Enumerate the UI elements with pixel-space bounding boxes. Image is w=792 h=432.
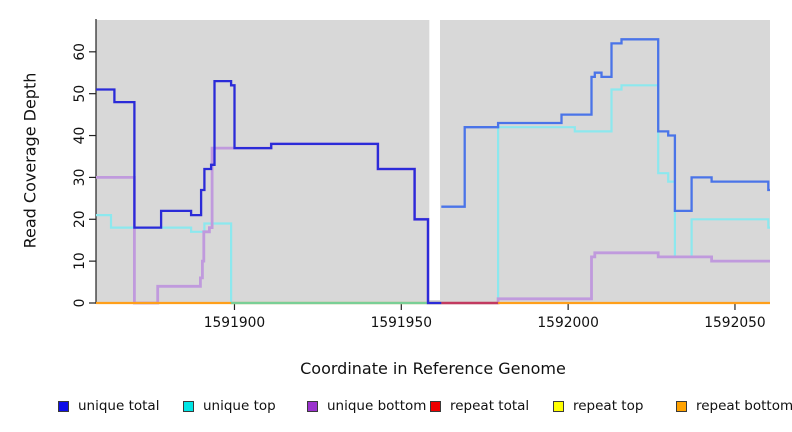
series-line-unique-total bbox=[441, 38, 770, 213]
x-tick-label: 1591900 bbox=[204, 315, 265, 331]
legend-label: unique total bbox=[78, 398, 160, 414]
legend-item: unique bottom bbox=[307, 397, 426, 415]
x-tick-label: 1591950 bbox=[371, 315, 432, 331]
legend-item: repeat total bbox=[430, 397, 529, 415]
y-tick-label: 40 bbox=[72, 127, 88, 145]
legend-label: unique top bbox=[203, 398, 276, 414]
legend-swatch-icon bbox=[553, 400, 564, 412]
legend-swatch-icon bbox=[58, 400, 69, 412]
y-tick-label: 30 bbox=[72, 169, 88, 187]
legend-item: repeat bottom bbox=[676, 397, 792, 415]
x-tick-label: 1592000 bbox=[537, 315, 598, 331]
y-tick-label: 0 bbox=[72, 299, 88, 308]
legend-label: repeat bottom bbox=[696, 398, 792, 414]
legend-swatch-icon bbox=[676, 400, 687, 412]
series-line-unique-total bbox=[96, 79, 442, 305]
y-tick-label: 50 bbox=[72, 85, 88, 103]
legend-item: repeat top bbox=[553, 397, 643, 415]
x-axis-title: Coordinate in Reference Genome bbox=[300, 359, 566, 378]
legend-label: unique bottom bbox=[327, 398, 427, 414]
legend-item: unique top bbox=[183, 397, 276, 415]
legend-label: repeat total bbox=[450, 398, 530, 414]
legend-swatch-icon bbox=[430, 400, 441, 412]
y-tick-label: 10 bbox=[72, 252, 88, 270]
legend-swatch-icon bbox=[307, 400, 318, 412]
x-tick-label: 1592050 bbox=[704, 315, 765, 331]
legend-label: repeat top bbox=[573, 398, 644, 414]
y-axis-title: Read Coverage Depth bbox=[20, 72, 40, 249]
coverage-chart: 0 10 20 30 40 50 60 1591900 1591950 1592000 159205… bbox=[72, 10, 770, 331]
coverage-gap-band bbox=[429, 10, 441, 300]
y-tick-label: 20 bbox=[72, 210, 88, 228]
y-tick-label: 60 bbox=[72, 43, 88, 61]
legend-item: unique total bbox=[58, 397, 159, 415]
legend-swatch-icon bbox=[183, 400, 194, 412]
